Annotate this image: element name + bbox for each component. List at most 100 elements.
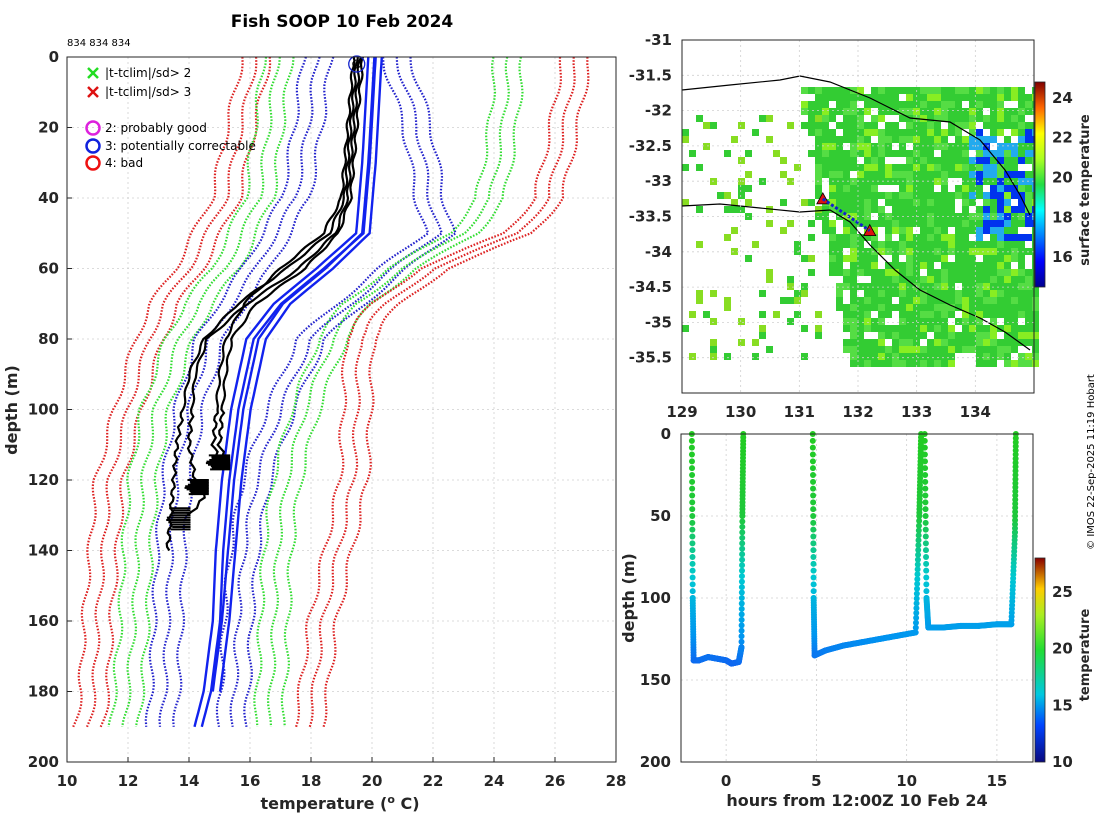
sst-pixel [878, 311, 885, 318]
sst-pixel [822, 150, 829, 157]
cast-point [809, 458, 816, 465]
sst-pixel [885, 353, 892, 360]
sst-pixel [892, 360, 899, 367]
sst-pixel [1018, 206, 1025, 213]
sst-pixel [997, 192, 1004, 199]
sst-pixel [990, 227, 997, 234]
sst-pixel [927, 129, 934, 136]
sst-pixel [955, 262, 962, 269]
sst-pixel [955, 87, 962, 94]
climatology-line [134, 56, 295, 728]
sst-pixel [948, 346, 955, 353]
sst-pixel [997, 178, 1004, 185]
sst-pixel [990, 129, 997, 136]
y-tick-label: 200 [28, 753, 59, 771]
sst-pixel [710, 339, 717, 346]
sst-pixel [941, 206, 948, 213]
cast-point [738, 611, 745, 618]
cast-point [922, 533, 929, 540]
cast-point [915, 551, 922, 558]
sst-pixel [927, 94, 934, 101]
sst-pixel [717, 192, 724, 199]
sst-pixel [787, 178, 794, 185]
sst-pixel [927, 101, 934, 108]
sst-pixel [962, 339, 969, 346]
sst-pixel [801, 353, 808, 360]
sst-pixel [738, 157, 745, 164]
sst-pixel [948, 129, 955, 136]
sst-pixel [836, 304, 843, 311]
sst-pixel [990, 150, 997, 157]
climatology-line [295, 56, 563, 728]
sst-pixel [843, 325, 850, 332]
cast-point [810, 588, 817, 595]
sst-pixel [836, 269, 843, 276]
sst-pixel [836, 248, 843, 255]
sst-pixel [843, 283, 850, 290]
sst-pixel [920, 353, 927, 360]
sst-pixel [808, 269, 815, 276]
sst-pixel [892, 129, 899, 136]
sst-pixel [955, 297, 962, 304]
map-x-tick-label: 129 [666, 403, 697, 421]
sst-pixel [836, 136, 843, 143]
ship-track [821, 197, 871, 232]
sst-pixel [920, 262, 927, 269]
sst-pixel [1018, 220, 1025, 227]
sst-pixel [892, 241, 899, 248]
sst-pixel [948, 234, 955, 241]
sst-pixel [892, 192, 899, 199]
sst-pixel [829, 255, 836, 262]
map-y-tick-label: -32.5 [629, 137, 672, 155]
sst-pixel [829, 206, 836, 213]
sst-pixel [871, 241, 878, 248]
sst-pixel [920, 192, 927, 199]
sst-pixel [871, 157, 878, 164]
sst-pixel [878, 136, 885, 143]
sst-pixel [899, 318, 906, 325]
time-plot-frame [680, 433, 1034, 763]
sst-pixel [836, 87, 843, 94]
climatology-line [172, 56, 335, 727]
sst-pixel [906, 220, 913, 227]
sst-pixel [864, 255, 871, 262]
sst-pixel [871, 143, 878, 150]
cast-point [922, 547, 929, 554]
sst-pixel [913, 164, 920, 171]
sst-pixel [878, 87, 885, 94]
sst-pixel [941, 213, 948, 220]
sst-pixel [899, 311, 906, 318]
sst-pixel [885, 297, 892, 304]
sst-pixel [941, 283, 948, 290]
cast-point [689, 499, 696, 506]
sst-pixel [976, 220, 983, 227]
sst-pixel [857, 122, 864, 129]
sst-pixel [934, 122, 941, 129]
sst-pixel [955, 136, 962, 143]
cast-point [689, 513, 696, 519]
sst-pixel [1004, 87, 1011, 94]
sst-pixel [878, 269, 885, 276]
cast-point [738, 644, 745, 651]
sst-pixel [920, 297, 927, 304]
x-tick-label: 28 [606, 772, 627, 790]
sst-pixel [696, 115, 703, 122]
sst-pixel [878, 171, 885, 178]
sst-pixel [913, 311, 920, 318]
sst-pixel [990, 346, 997, 353]
map-y-tick-label: -33 [645, 172, 672, 190]
sst-pixel [829, 143, 836, 150]
sst-pixel [955, 101, 962, 108]
map-x-tick-label: 134 [960, 403, 991, 421]
sst-pixel [780, 227, 787, 234]
sst-pixel [745, 171, 752, 178]
sst-pixel [857, 262, 864, 269]
sst-pixel [1032, 332, 1039, 339]
sst-pixel [913, 325, 920, 332]
sst-pixel [962, 206, 969, 213]
sst-pixel [759, 115, 766, 122]
sst-pixel [955, 122, 962, 129]
sst-pixel [906, 129, 913, 136]
sst-pixel [934, 360, 941, 367]
sst-pixel [864, 101, 871, 108]
